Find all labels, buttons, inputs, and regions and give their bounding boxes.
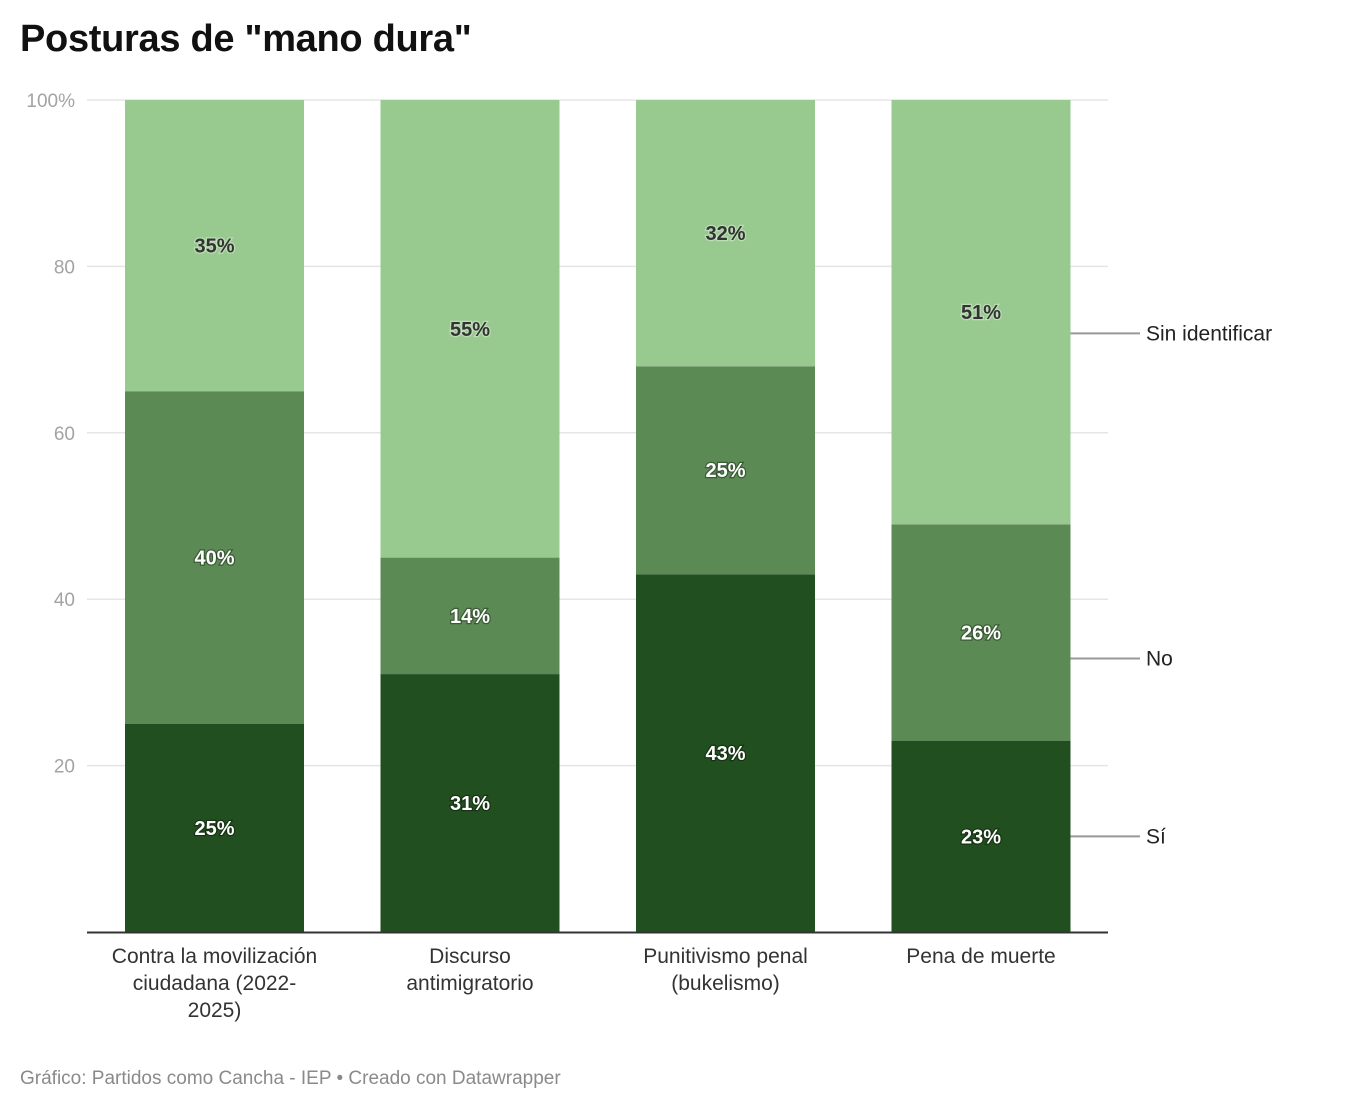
legend-item-sin-identificar: Sin identificar [1070,322,1272,345]
category-label-contra-la-movilizacion: Contra la movilización ciudadana (2022-20… [112,945,317,1022]
footer: Gráfico: Partidos como Cancha - IEP • Cr… [20,1068,561,1090]
value-label: 40% [194,548,234,570]
bar-segment-sin-identificar[interactable] [380,100,560,558]
bar-group-2 [380,100,560,932]
bar-segment-no[interactable] [636,366,815,575]
bar-segment-no[interactable] [125,391,304,724]
y-tick-label: 100% [26,91,75,112]
bar-segment-no[interactable] [380,557,560,675]
value-label: 55% [450,319,490,341]
bar-segment-si[interactable] [636,574,815,932]
footer-separator: • [331,1068,349,1089]
bar-segment-si[interactable] [125,724,304,932]
value-labels: 25% 40% 35% 31% 14% 55% 43% 25% 32% 23% 26% 51% [193,222,1002,850]
bar-segment-sin-identificar[interactable] [125,100,304,392]
bar-segment-sin-identificar[interactable] [891,100,1071,525]
y-tick-label: 20 [54,757,75,778]
bars [125,100,1071,932]
datawrapper-credit-link[interactable]: Creado con Datawrapper [348,1068,561,1089]
stacked-bar-chart: 20 40 60 80 100% 25% 40% 35% 31% 14% 55% 43% 25% 32%… [26,91,1272,1022]
value-label: 25% [194,818,234,840]
bar-segment-si[interactable] [891,740,1071,932]
value-label: 25% [705,460,745,482]
bar-group-3 [636,100,815,932]
category-label-discurso: Discurso antimigratorio [406,945,533,995]
chart-title: Posturas de "mano dura" [20,18,472,60]
category-labels: Contra la movilización ciudadana (2022-20… [112,945,1056,1022]
y-tick-label: 80 [54,257,75,278]
category-label-pena-de-muerte: Pena de muerte [906,945,1055,968]
value-label: 35% [194,236,234,258]
value-label: 23% [961,826,1001,848]
y-axis-ticks: 20 40 60 80 100% [26,91,75,778]
category-label-punitivismo-penal: Punitivismo penal (bukelismo) [643,945,808,995]
value-label: 26% [961,622,1001,644]
value-label: 31% [450,793,490,815]
bar-group-4 [891,100,1071,932]
value-label: 14% [450,606,490,628]
bar-group-1 [125,100,304,932]
value-label: 51% [961,302,1001,324]
legend-label: Sí [1146,825,1166,848]
bar-segment-si[interactable] [380,674,560,932]
source-note: Gráfico: Partidos como Cancha - IEP [20,1068,332,1089]
legend: Sí No Sin identificar [1070,322,1272,848]
y-tick-label: 40 [54,590,75,611]
bar-segment-no[interactable] [891,524,1071,741]
legend-label: No [1146,647,1173,670]
value-label: 43% [705,743,745,765]
legend-item-si: Sí [1070,825,1166,848]
y-tick-label: 60 [54,424,75,445]
value-label: 32% [705,223,745,245]
legend-item-no: No [1070,647,1173,670]
legend-label: Sin identificar [1146,322,1272,345]
bar-segment-sin-identificar[interactable] [636,100,815,367]
